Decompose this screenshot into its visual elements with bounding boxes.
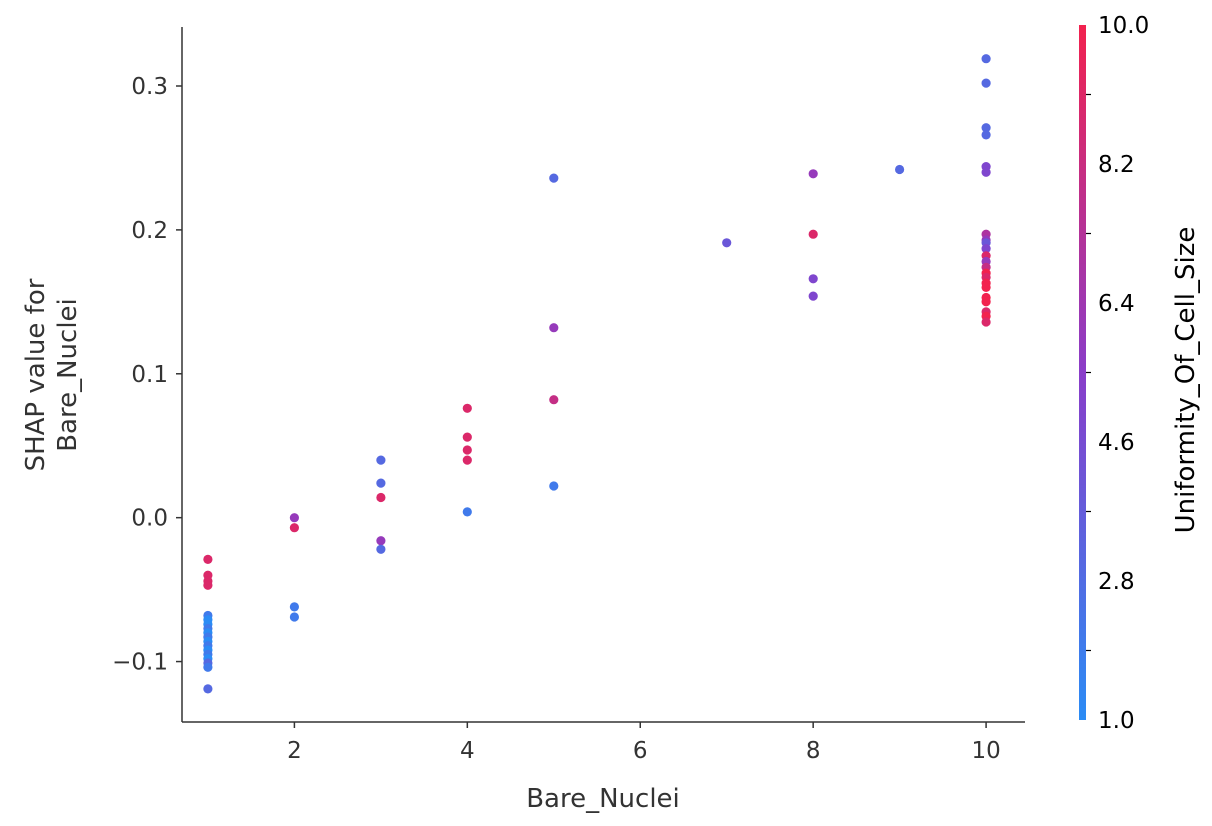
colorbar-tick-label: 1.0 <box>1098 708 1135 734</box>
data-point <box>981 78 991 88</box>
colorbar-label: Uniformity_Of_Cell_Size <box>1171 227 1201 534</box>
data-point <box>203 554 213 565</box>
data-point <box>376 544 386 554</box>
x-axis-label: Bare_Nuclei <box>526 784 680 814</box>
data-point <box>549 323 559 333</box>
y-axis-label: SHAP value for Bare_Nuclei <box>21 278 83 471</box>
y-tick-label: −0.1 <box>112 650 168 676</box>
colorbar-tick-label: 8.2 <box>1098 152 1135 178</box>
data-point <box>289 602 299 612</box>
data-point <box>462 432 472 442</box>
data-point <box>376 536 386 546</box>
data-point <box>376 455 386 465</box>
scatter-points <box>203 54 991 694</box>
data-point <box>981 244 991 254</box>
data-point <box>376 478 386 488</box>
y-tick-label: 0.1 <box>131 362 168 388</box>
colorbar-tick-label: 2.8 <box>1098 569 1135 595</box>
data-point <box>462 445 472 455</box>
colorbar-tick-label: 4.6 <box>1098 430 1135 456</box>
data-point <box>808 169 818 179</box>
x-tick-label: 10 <box>971 738 1000 764</box>
x-tick-label: 6 <box>633 738 648 764</box>
data-point <box>549 173 559 183</box>
data-point <box>808 229 818 239</box>
data-point <box>981 282 991 292</box>
x-tick-label: 2 <box>287 738 302 764</box>
colorbar-tick-label: 6.4 <box>1098 291 1135 317</box>
data-point <box>462 455 472 465</box>
data-point <box>981 297 991 307</box>
data-point <box>462 403 472 413</box>
data-point <box>462 507 472 517</box>
data-point <box>289 523 299 533</box>
data-point <box>203 662 213 672</box>
x-tick-label: 8 <box>806 738 821 764</box>
y-axis-label-line-1: SHAP value for <box>21 278 51 471</box>
y-tick-label: 0.3 <box>131 74 168 100</box>
data-point <box>981 317 991 327</box>
data-point <box>376 492 386 503</box>
data-point <box>981 167 991 177</box>
data-point <box>549 481 559 491</box>
data-point <box>203 684 213 694</box>
y-tick-label: 0.2 <box>131 218 168 244</box>
colorbar <box>1079 25 1086 720</box>
x-tick-label: 4 <box>460 738 475 764</box>
data-point <box>808 291 818 301</box>
y-axis-ticks: −0.1 0.0 0.1 0.2 0.3 <box>112 74 182 676</box>
y-tick-label: 0.0 <box>131 506 168 532</box>
data-point <box>808 274 818 284</box>
data-point <box>722 238 732 248</box>
data-point <box>981 54 991 64</box>
data-point <box>981 130 991 140</box>
data-point <box>203 580 213 590</box>
x-axis-ticks: 2 4 6 8 10 <box>287 722 1001 764</box>
colorbar-ticks: 1.0 2.8 4.6 6.4 8.2 10.0 <box>1086 13 1149 734</box>
data-point <box>895 164 905 175</box>
y-axis-label-line-2: Bare_Nuclei <box>53 298 83 452</box>
data-point <box>981 123 991 133</box>
data-point <box>289 612 299 622</box>
data-point <box>289 513 299 523</box>
data-point <box>549 395 559 405</box>
colorbar-tick-label: 10.0 <box>1098 13 1149 39</box>
